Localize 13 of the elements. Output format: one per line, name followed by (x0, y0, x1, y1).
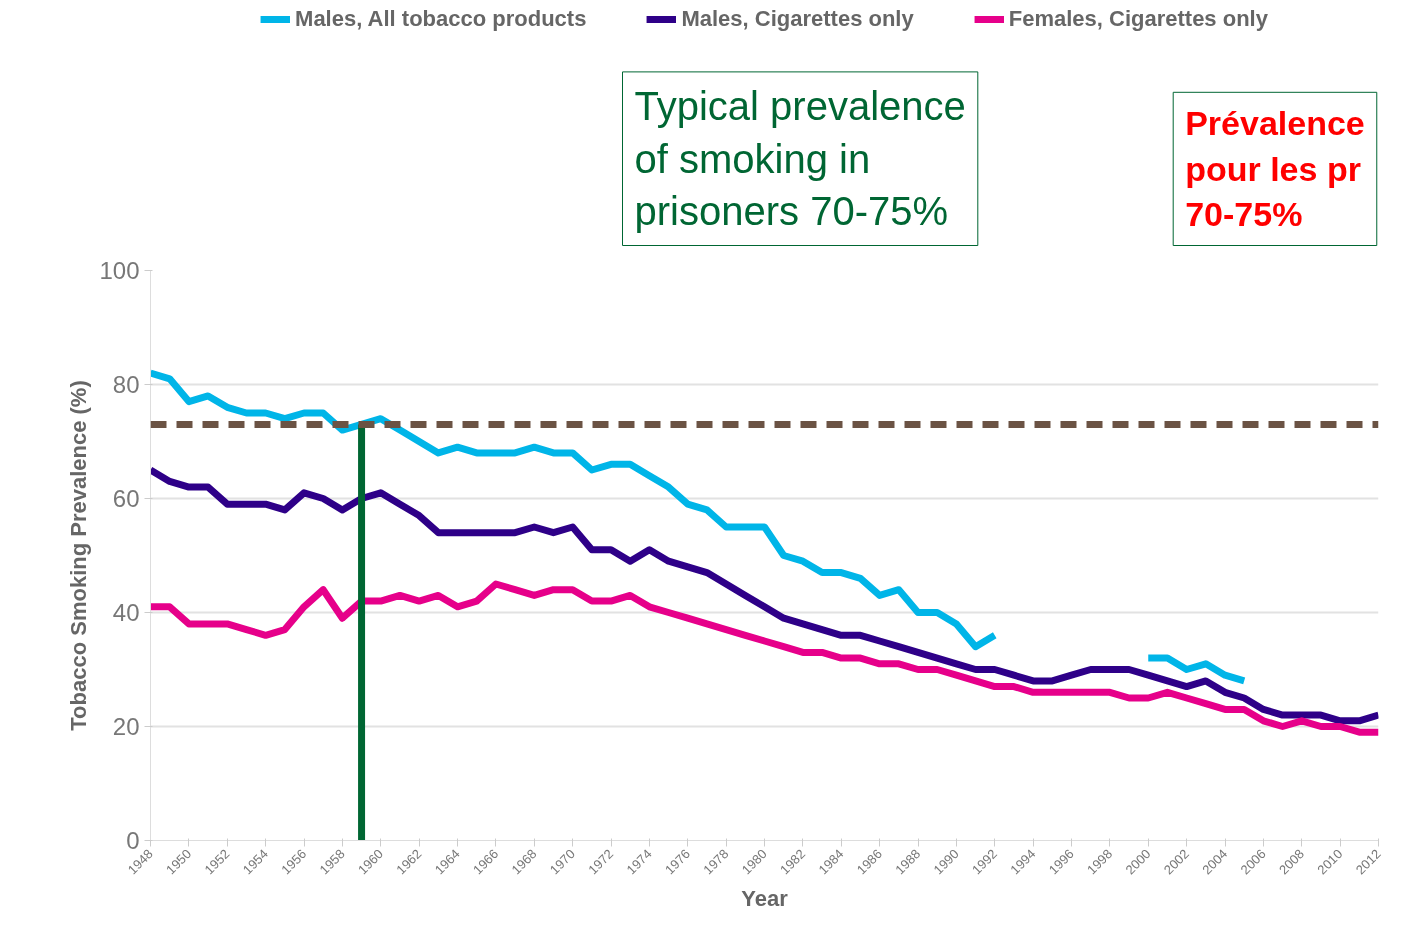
y-axis-title: Tobacco Smoking Prevalence (%) (66, 380, 92, 731)
y-tick-label: 20 (112, 713, 140, 740)
text: Typical prevalence of smoking in prisoners 70-75% (634, 83, 966, 234)
text: Prévalence pour les pr 70-75% (1185, 104, 1365, 234)
x-axis-title: Year (741, 886, 789, 912)
legend-label: Females, Cigarettes only (1008, 6, 1268, 32)
y-tick-label: 60 (112, 485, 140, 512)
y-tick-label: 80 (112, 371, 140, 398)
legend-label: Males, Cigarettes only (681, 6, 914, 32)
y-tick-label: 100 (99, 257, 140, 284)
y-tick-label: 40 (112, 599, 140, 626)
y-tick-label: 0 (126, 827, 140, 854)
legend-label: Males, All tobacco products (295, 6, 587, 32)
